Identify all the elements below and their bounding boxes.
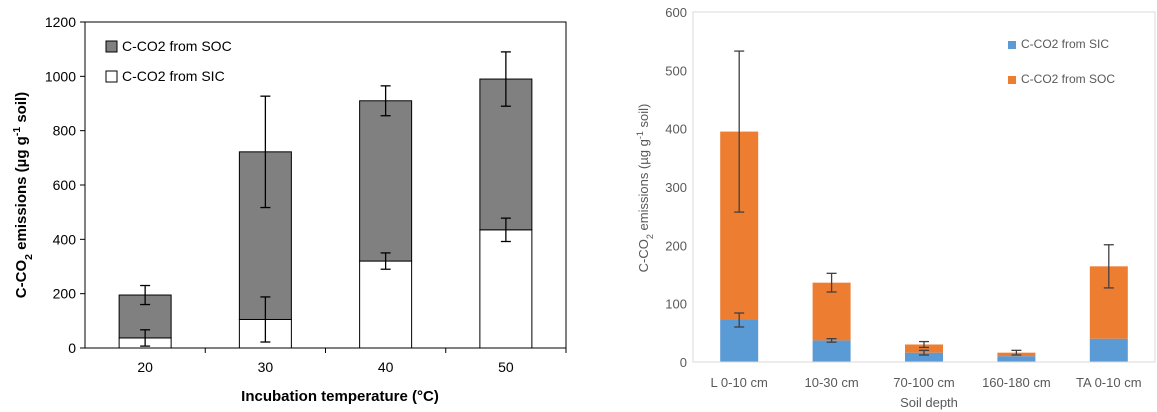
bar-soc [359,100,413,262]
y-tick-label: 200 [665,238,687,253]
y-tick-label: 1200 [45,14,76,30]
legend-label: C-CO2 from SOC [1021,72,1115,86]
x-tick-label: 70-100 cm [893,375,954,390]
bar-sic [359,260,413,349]
bars [118,78,533,349]
x-tick-label: 40 [378,359,394,375]
y-axis-label-part: -1 [635,131,645,139]
legend-swatch [105,40,118,53]
x-tick-label: 50 [498,359,514,375]
error-bars [734,50,1114,356]
legend-label: C-CO2 from SIC [122,68,225,84]
axes [692,11,1156,363]
y-tick-label: 1000 [45,68,76,84]
y-axis-label-part: soil) [636,104,651,131]
bar-sic [812,340,851,362]
bar-soc [905,344,943,353]
x-axis-ticks: 20 30 40 50 [137,348,567,375]
x-axis-label: Soil depth [900,395,958,410]
bar-sic [1089,338,1128,362]
legend-swatch [1008,41,1016,49]
y-tick-label: 500 [665,63,687,78]
x-axis-ticks: L 0-10 cm 10-30 cm 70-100 cm 160-180 cm TA 0… [711,375,1142,390]
legend: C-CO2 from SIC C-CO2 from SOC [1008,37,1115,86]
plot-frame [84,21,567,349]
y-tick-label: 0 [68,340,76,356]
x-axis-label: Incubation temperature (°C) [241,388,439,405]
y-axis-label: C-CO2 emissions (µg g-1 soil) [11,92,35,298]
legend-swatch [1008,76,1016,84]
y-axis-label-part: emissions (µg g [636,139,651,234]
chart-soil-depth: 0 100 200 300 400 500 600 L 0-10 cm 10-30 cm 70-… [635,5,1156,410]
y-tick-label: 400 [53,231,77,247]
legend-swatch [105,70,118,83]
legend-label: C-CO2 from SIC [1021,37,1109,51]
legend: C-CO2 from SOC C-CO2 from SIC [105,38,232,84]
y-tick-label: 100 [665,297,687,312]
y-axis-label-part: 2 [645,234,655,239]
y-axis-label: C-CO2 emissions (µg g-1 soil) [635,104,655,273]
y-axis-label-part: -1 [11,127,23,136]
chart-incubation-temperature: 0 200 400 600 800 1000 1200 20 30 40 50 C-CO2 fro… [11,14,567,405]
bar-sic [997,356,1036,362]
axes [84,21,567,349]
bar-sic [479,229,533,349]
x-tick-label: 30 [258,359,274,375]
y-tick-label: 600 [665,5,687,20]
y-tick-label: 0 [680,355,687,370]
y-axis-label-part: C-CO [13,260,30,299]
x-tick-label: L 0-10 cm [711,375,768,390]
y-tick-label: 800 [53,123,77,139]
y-tick-label: 300 [665,180,687,195]
x-tick-label: 20 [137,359,153,375]
plot-frame [692,11,1156,363]
x-tick-label: 160-180 cm [982,375,1051,390]
y-tick-label: 200 [53,286,77,302]
y-axis-label-part: emissions (µg g [13,136,30,254]
bar-sic [905,352,943,362]
y-axis-ticks: 0 100 200 300 400 500 600 [665,5,687,370]
x-tick-label: TA 0-10 cm [1076,375,1142,390]
y-axis-label-part: 2 [23,254,35,260]
y-axis-label-part: soil) [13,92,30,127]
y-axis-ticks: 0 200 400 600 800 1000 1200 [45,14,85,356]
y-tick-label: 600 [53,177,77,193]
y-tick-label: 400 [665,122,687,137]
error-bars [140,51,511,347]
legend-label: C-CO2 from SOC [122,38,232,54]
x-tick-label: 10-30 cm [804,375,858,390]
bars [720,131,1128,362]
y-axis-label-part: C-CO [636,239,651,272]
